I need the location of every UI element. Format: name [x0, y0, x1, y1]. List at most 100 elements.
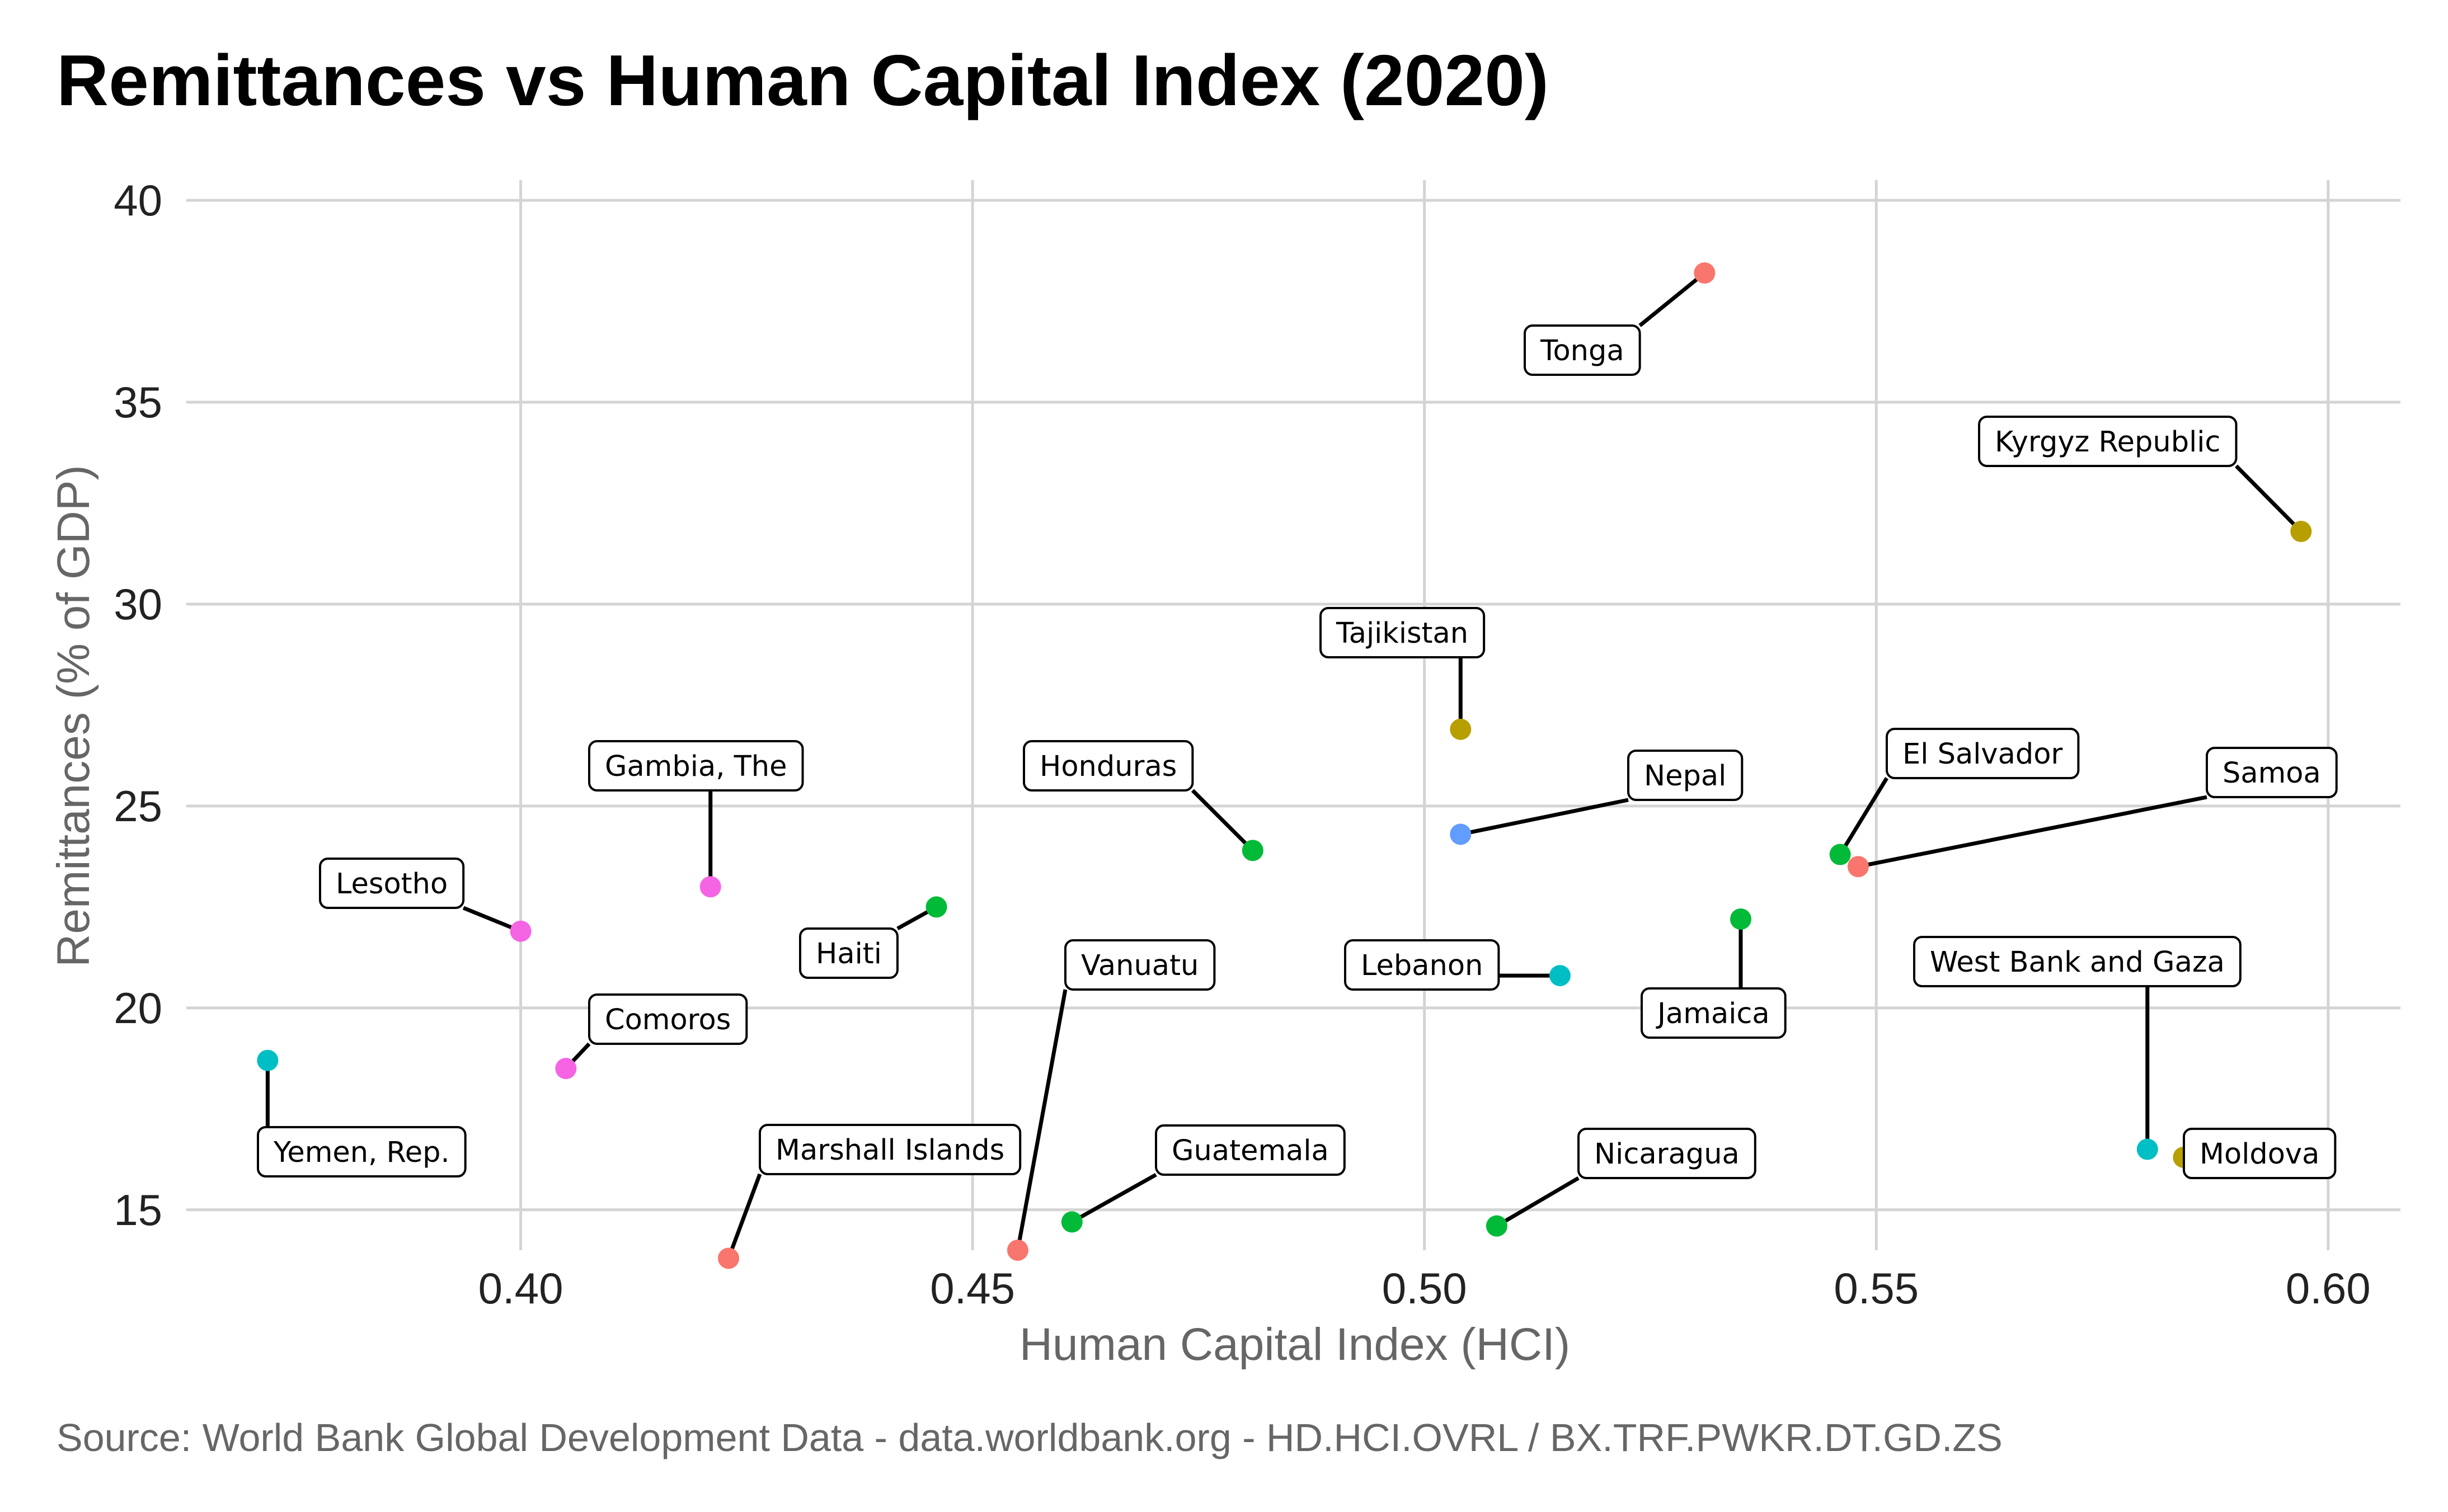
chart-title: Remittances vs Human Capital Index (2020…	[57, 40, 1549, 121]
x-tick-label: 0.55	[1834, 1264, 1919, 1313]
x-tick-labels: 0.40 0.45 0.50 0.55 0.60	[478, 1264, 2371, 1313]
leader-line	[1071, 1172, 1157, 1224]
data-point	[257, 1049, 279, 1071]
point-label: Guatemala	[1155, 1124, 1346, 1176]
point-label: Yemen, Rep.	[257, 1126, 467, 1177]
y-tick-label: 30	[114, 580, 162, 629]
point-label: Lebanon	[1344, 939, 1500, 991]
point-label: Honduras	[1023, 740, 1194, 792]
data-point	[718, 1247, 740, 1269]
data-point	[1242, 840, 1263, 861]
label-box	[1344, 939, 1500, 991]
point-label-text: Lesotho	[336, 868, 448, 901]
data-point	[2290, 521, 2312, 543]
point-label-text: Tajikistan	[1336, 617, 1468, 650]
data-point	[699, 876, 721, 898]
point-label-text: Comoros	[605, 1004, 731, 1037]
chart-caption: Source: World Bank Global Development Da…	[57, 1416, 2003, 1459]
point-label-text: Nepal	[1644, 760, 1726, 793]
label-box	[588, 993, 748, 1045]
label-box	[1023, 740, 1194, 792]
data-point	[2136, 1138, 2158, 1160]
label-box	[1577, 1128, 1756, 1179]
leader-line	[1638, 271, 1706, 327]
label-box	[759, 1124, 1022, 1175]
label-box	[2206, 747, 2338, 798]
point-label-text: Gambia, The	[605, 750, 787, 783]
point-label-text: Haiti	[816, 938, 882, 971]
label-box	[1641, 987, 1787, 1039]
point-label-text: Yemen, Rep.	[273, 1136, 450, 1169]
point-label-text: Vanuatu	[1081, 949, 1199, 982]
label-box	[799, 927, 899, 979]
point-label: El Salvador	[1886, 728, 2080, 779]
point-label-text: Tonga	[1540, 335, 1624, 368]
point-label-text: Samoa	[2223, 757, 2321, 790]
label-box	[1978, 416, 2238, 467]
label-box	[1524, 324, 1641, 376]
data-point	[1730, 908, 1751, 930]
data-point	[1486, 1215, 1507, 1237]
point-label: Marshall Islands	[759, 1124, 1022, 1175]
leader-line	[726, 1173, 762, 1259]
point-label-text: Jamaica	[1656, 997, 1770, 1030]
data-point	[555, 1058, 577, 1080]
data-point	[1450, 718, 1472, 740]
point-label-text: Honduras	[1040, 750, 1177, 783]
point-label: Jamaica	[1641, 987, 1787, 1039]
data-point	[1450, 823, 1472, 845]
point-label: Nepal	[1627, 750, 1744, 801]
label-box	[1627, 750, 1744, 801]
point-label-text: Moldova	[2200, 1138, 2319, 1171]
point-label: Tonga	[1524, 324, 1641, 376]
label-leader-lines	[265, 271, 2303, 1259]
point-label: Lesotho	[319, 858, 465, 909]
data-point	[1061, 1211, 1083, 1233]
point-label-text: Lebanon	[1361, 949, 1483, 982]
data-point	[925, 896, 947, 918]
y-tick-labels: 15 20 25 30 35 40	[114, 176, 162, 1235]
x-axis-title: Human Capital Index (HCI)	[1019, 1319, 1570, 1370]
label-box	[319, 858, 465, 909]
leader-line	[1838, 777, 1888, 856]
y-tick-label: 25	[114, 781, 162, 831]
y-axis-title: Remittances (% of GDP)	[48, 465, 99, 967]
data-point	[510, 920, 532, 942]
y-tick-label: 15	[114, 1185, 162, 1235]
label-box	[1064, 939, 1216, 991]
label-box	[1886, 728, 2080, 779]
point-label: Kyrgyz Republic	[1978, 416, 2238, 467]
data-points	[257, 262, 2312, 1269]
data-point	[1829, 844, 1851, 865]
label-box	[588, 740, 804, 792]
leader-line	[2235, 464, 2303, 533]
point-label: Gambia, The	[588, 740, 804, 792]
data-point	[1694, 262, 1716, 284]
point-label-text: Marshall Islands	[776, 1134, 1004, 1167]
label-box	[1155, 1124, 1346, 1176]
leader-line	[1460, 798, 1629, 836]
point-label-text: El Salvador	[1902, 738, 2062, 771]
leader-line	[1191, 789, 1254, 852]
x-tick-label: 0.60	[2286, 1264, 2371, 1313]
label-box	[257, 1126, 467, 1177]
point-label: Nicaragua	[1577, 1128, 1756, 1179]
y-tick-label: 35	[114, 378, 162, 427]
x-tick-label: 0.50	[1382, 1264, 1467, 1313]
x-tick-label: 0.40	[478, 1264, 563, 1313]
label-box	[2183, 1128, 2337, 1179]
point-label: Haiti	[799, 927, 899, 979]
leader-line	[1016, 989, 1068, 1251]
leader-line	[1858, 795, 2207, 869]
y-tick-label: 20	[114, 983, 162, 1033]
gridlines	[186, 180, 2400, 1250]
point-label: Comoros	[588, 993, 748, 1045]
point-label: Vanuatu	[1064, 939, 1216, 991]
point-label-text: Kyrgyz Republic	[1995, 426, 2221, 459]
label-box	[1913, 936, 2242, 987]
point-label-text: Nicaragua	[1594, 1138, 1740, 1171]
point-label: Samoa	[2206, 747, 2338, 798]
point-label: West Bank and Gaza	[1913, 936, 2242, 987]
data-point	[1847, 856, 1869, 878]
